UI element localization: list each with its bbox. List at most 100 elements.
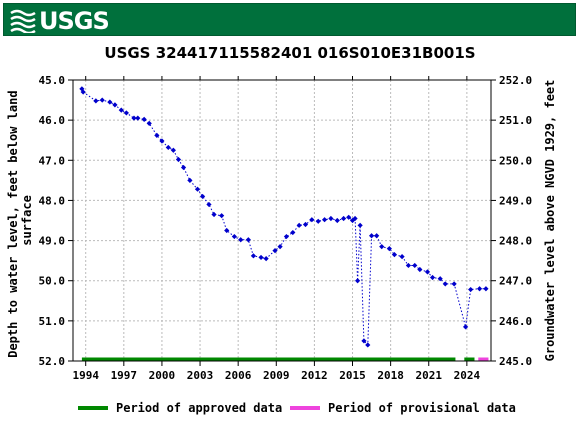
data-point — [328, 215, 334, 222]
y-tick-label-left: 48.0 — [39, 194, 66, 207]
y-tick-label-right: 251.0 — [499, 114, 532, 127]
series-polyline — [81, 88, 486, 347]
data-point — [187, 177, 193, 183]
y-axis-label-left-line2: surface — [20, 195, 34, 246]
data-point — [352, 215, 358, 222]
data-point — [462, 324, 469, 330]
data-point — [309, 217, 315, 223]
data-point — [412, 262, 418, 269]
y-axis-label-left-line1: Depth to water level, feet below land — [6, 90, 20, 357]
data-point — [224, 227, 230, 234]
data-point — [99, 97, 105, 103]
data-point — [321, 217, 328, 223]
y-tick-label-right: 248.0 — [499, 235, 532, 248]
data-point — [80, 89, 86, 95]
y-tick-label-right: 252.0 — [499, 74, 532, 87]
legend-item-approved: Period of approved data — [78, 401, 282, 415]
data-point — [250, 253, 257, 259]
data-point — [424, 269, 431, 275]
chart-legend: Period of approved data Period of provis… — [0, 401, 580, 419]
data-point — [379, 243, 385, 250]
data-point — [112, 102, 118, 108]
data-point — [238, 237, 244, 243]
y-tick-label-left: 46.0 — [39, 114, 66, 127]
data-point — [346, 214, 352, 220]
data-point — [302, 221, 309, 228]
y-tick-label-left: 45.0 — [39, 74, 66, 87]
data-point — [417, 266, 423, 273]
data-point — [123, 110, 129, 116]
grid-lines — [73, 79, 491, 362]
data-point — [277, 243, 283, 250]
data-point — [107, 99, 113, 105]
series-line — [81, 88, 486, 347]
data-point — [483, 286, 489, 292]
data-point — [442, 281, 448, 287]
x-tick-label: 2003 — [187, 369, 214, 382]
data-point — [365, 342, 371, 348]
data-point — [437, 276, 443, 282]
data-point — [258, 254, 264, 261]
data-point — [141, 116, 147, 122]
legend-item-provisional: Period of provisional data — [290, 401, 516, 415]
y-tick-label-left: 50.0 — [39, 275, 66, 288]
usgs-banner: USGS — [3, 3, 576, 36]
data-point — [361, 338, 367, 344]
y-tick-label-left: 51.0 — [39, 315, 66, 328]
data-point — [334, 217, 340, 224]
x-tick-label: 2021 — [415, 369, 442, 382]
data-point — [357, 222, 363, 228]
data-point — [199, 193, 206, 200]
x-tick-label: 2012 — [301, 369, 328, 382]
data-point — [315, 218, 321, 224]
plot-frame — [72, 79, 492, 362]
data-point — [219, 213, 225, 219]
data-point — [159, 138, 165, 144]
y-axis-label-right: Groundwater level above NGVD 1929, feet — [543, 80, 557, 362]
usgs-logo[interactable]: USGS — [10, 7, 110, 35]
data-point — [341, 215, 347, 222]
y-tick-label-right: 245.0 — [499, 355, 532, 368]
series-points — [79, 86, 489, 348]
data-point — [451, 281, 457, 287]
data-point — [429, 274, 436, 281]
period-bar — [81, 357, 456, 362]
data-periods — [81, 357, 489, 362]
data-point — [272, 248, 278, 254]
x-tick-label: 2018 — [377, 369, 404, 382]
x-tick-label: 2015 — [339, 369, 366, 382]
data-point — [170, 147, 176, 153]
axis-labels: Depth to water level, feet below land su… — [6, 80, 557, 362]
y-tick-label-left: 52.0 — [39, 355, 66, 368]
data-point — [206, 201, 212, 208]
y-tick-label-right: 249.0 — [499, 194, 532, 207]
data-point — [283, 233, 290, 240]
data-point — [399, 254, 405, 260]
y-tick-label-left: 49.0 — [39, 235, 66, 248]
data-point — [476, 286, 483, 292]
x-tick-label: 1997 — [111, 369, 138, 382]
chart-title: USGS 324417115582401 016S010E31B001S — [104, 44, 476, 62]
data-point — [175, 156, 182, 163]
legend-swatch-provisional — [290, 406, 320, 410]
period-bar — [478, 357, 489, 362]
usgs-wave-icon — [10, 9, 36, 33]
data-point — [231, 233, 237, 240]
data-point — [391, 252, 398, 258]
data-point — [131, 115, 137, 121]
data-point — [386, 246, 392, 252]
legend-label-approved: Period of approved data — [116, 401, 283, 415]
x-tick-label: 2024 — [454, 369, 481, 382]
data-point — [135, 115, 141, 121]
data-point — [263, 256, 269, 262]
data-point — [154, 132, 160, 138]
y-axis-label-left: Depth to water level, feet below land su… — [6, 83, 34, 358]
x-tick-label: 1994 — [72, 369, 99, 382]
data-point — [118, 107, 124, 113]
data-point — [165, 144, 171, 151]
data-point — [374, 233, 380, 239]
data-point — [290, 229, 296, 236]
data-point — [93, 98, 99, 104]
data-point — [296, 222, 302, 228]
legend-swatch-approved — [78, 406, 108, 410]
